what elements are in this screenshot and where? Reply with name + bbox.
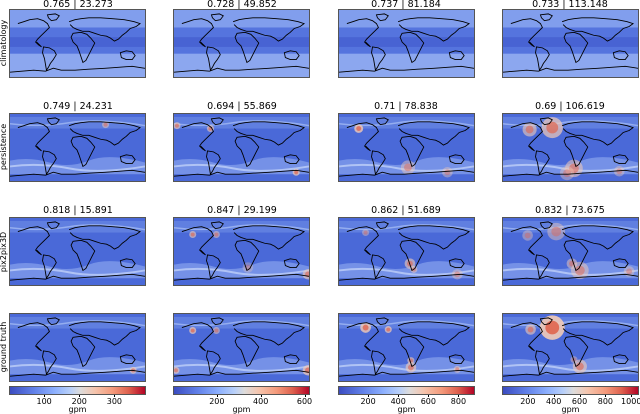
- colorbar-tick-mark: [428, 395, 430, 397]
- map-panel-r3-c4: [502, 217, 639, 286]
- panel-title: 0.737 | 81.184: [371, 0, 441, 10]
- world-map: [339, 10, 474, 77]
- colorbar-tick-mark: [579, 395, 581, 397]
- world-map: [503, 314, 638, 381]
- colorbar-tick-mark: [304, 395, 306, 397]
- row-label-persistence: persistence: [0, 123, 8, 171]
- colorbar-tick-mark: [368, 395, 370, 397]
- colorbar-tick-mark: [44, 395, 46, 397]
- colorbar-tick-label: 600: [296, 397, 313, 406]
- colorbar-2: [173, 386, 310, 395]
- colorbar-unit-label: gpm: [232, 405, 251, 414]
- colorbar-tick-label: 800: [450, 397, 467, 406]
- map-panel-r4-c1: [9, 313, 146, 382]
- map-panel-r3-c1: [9, 217, 146, 286]
- panel-title: 0.847 | 29.199: [207, 205, 277, 216]
- world-map: [339, 314, 474, 381]
- colorbar-tick-mark: [216, 395, 218, 397]
- panel-title: 0.862 | 51.689: [371, 205, 441, 216]
- world-map: [503, 114, 638, 181]
- map-panel-r4-c4: [502, 313, 639, 382]
- row-label-climatology: climatology: [0, 19, 8, 67]
- colorbar-tick-label: 200: [209, 397, 225, 406]
- colorbar-tick-label: 400: [390, 397, 406, 406]
- map-panel-r2-c1: [9, 113, 146, 182]
- panel-title: 0.765 | 23.273: [43, 0, 113, 10]
- world-map: [10, 10, 145, 77]
- colorbar-tick-label: 800: [597, 397, 614, 406]
- world-map: [174, 218, 309, 285]
- map-panel-r4-c3: [338, 313, 475, 382]
- panel-title: 0.71 | 78.838: [374, 101, 438, 112]
- panel-title: 0.733 | 113.148: [532, 0, 608, 10]
- colorbar-tick-mark: [605, 395, 607, 397]
- world-map: [339, 114, 474, 181]
- map-panel-r1-c1: [9, 9, 146, 78]
- map-panel-r3-c3: [338, 217, 475, 286]
- colorbar-tick-mark: [527, 395, 529, 397]
- map-panel-r3-c2: [173, 217, 310, 286]
- map-panel-r4-c2: [173, 313, 310, 382]
- panel-title: 0.728 | 49.852: [207, 0, 277, 10]
- colorbar-tick-mark: [114, 395, 116, 397]
- world-map: [174, 114, 309, 181]
- panel-title: 0.749 | 24.231: [43, 101, 113, 112]
- map-panel-r2-c2: [173, 113, 310, 182]
- panel-title: 0.694 | 55.869: [207, 101, 277, 112]
- colorbar-tick-label: 200: [360, 397, 376, 406]
- world-map: [339, 218, 474, 285]
- row-label-ground-truth: ground truth: [0, 321, 8, 373]
- world-map: [503, 218, 638, 285]
- row-label-pix2pix3d: pix2pix3D: [0, 231, 8, 273]
- colorbar-unit-label: gpm: [397, 405, 416, 414]
- colorbar-tick-mark: [260, 395, 262, 397]
- panel-title: 0.69 | 106.619: [535, 101, 605, 112]
- world-map: [174, 314, 309, 381]
- colorbar-unit-label: gpm: [561, 405, 580, 414]
- map-panel-r2-c3: [338, 113, 475, 182]
- colorbar-tick-label: 100: [36, 397, 52, 406]
- colorbar-tick-label: 200: [71, 397, 87, 406]
- world-map: [10, 114, 145, 181]
- colorbar-tick-label: 300: [106, 397, 123, 406]
- colorbar-tick-mark: [458, 395, 460, 397]
- colorbar-unit-label: gpm: [68, 405, 87, 414]
- map-panel-r1-c3: [338, 9, 475, 78]
- colorbar-tick-label: 600: [571, 397, 588, 406]
- colorbar-tick-label: 1000: [621, 397, 640, 406]
- colorbar-tick-label: 600: [420, 397, 436, 406]
- colorbar-1: [9, 386, 146, 395]
- world-map: [10, 218, 145, 285]
- world-map: [10, 314, 145, 381]
- colorbar-tick-mark: [631, 395, 633, 397]
- world-map: [174, 10, 309, 77]
- panel-title: 0.832 | 73.675: [535, 205, 605, 216]
- colorbar-4: [502, 386, 639, 395]
- colorbar-3: [338, 386, 475, 395]
- map-panel-r1-c2: [173, 9, 310, 78]
- map-panel-r2-c4: [502, 113, 639, 182]
- colorbar-tick-mark: [553, 395, 555, 397]
- world-map: [503, 10, 638, 77]
- colorbar-tick-label: 200: [520, 397, 536, 406]
- colorbar-tick-mark: [398, 395, 400, 397]
- colorbar-tick-label: 400: [253, 397, 269, 406]
- colorbar-tick-label: 400: [546, 397, 562, 406]
- map-panel-r1-c4: [502, 9, 639, 78]
- panel-title: 0.818 | 15.891: [43, 205, 113, 216]
- colorbar-tick-mark: [79, 395, 81, 397]
